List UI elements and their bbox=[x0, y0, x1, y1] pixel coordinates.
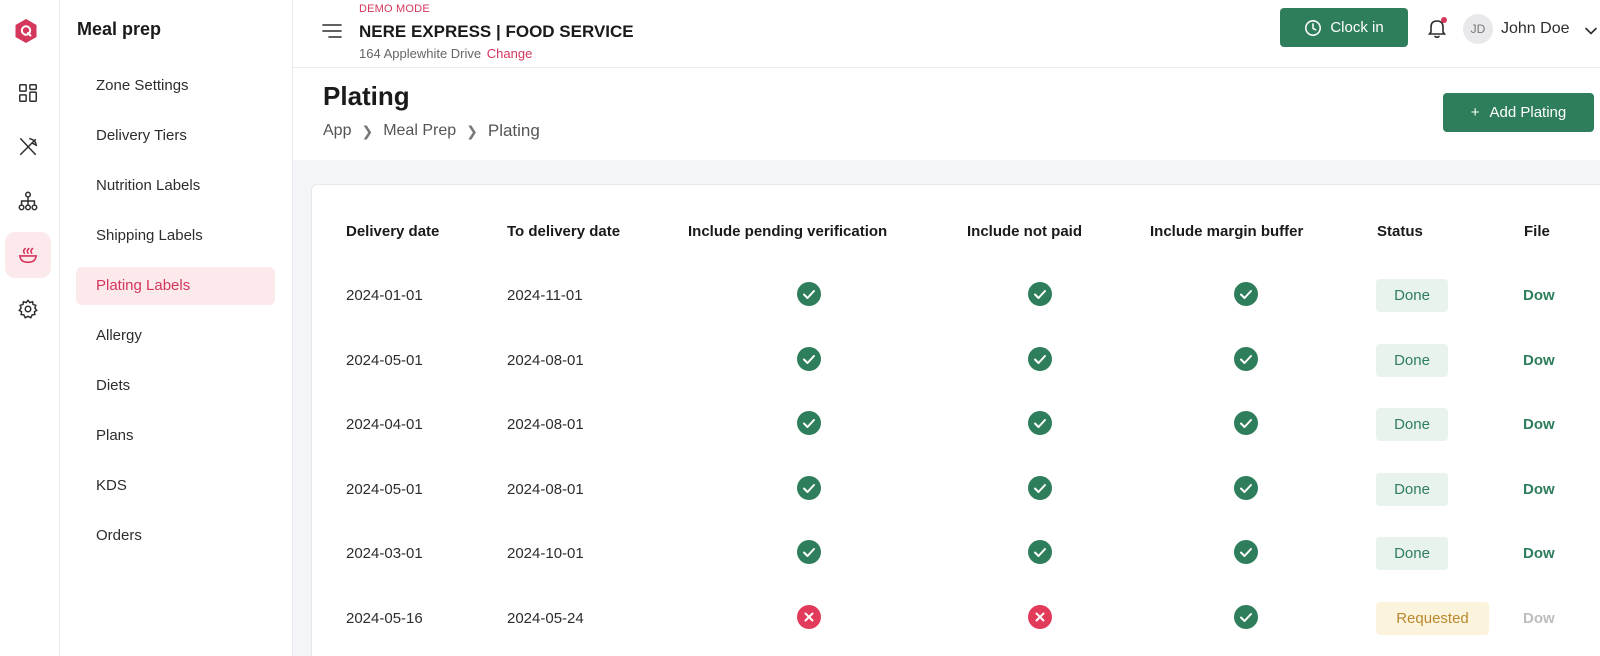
check-circle-icon bbox=[1234, 604, 1258, 629]
meal-bowl-icon[interactable] bbox=[5, 232, 51, 278]
sidebar-item-plating-labels[interactable]: Plating Labels bbox=[76, 267, 275, 305]
breadcrumb-plating: Plating bbox=[487, 121, 540, 140]
to-delivery-date-cell: 2024-10-01 bbox=[507, 545, 584, 562]
to-delivery-date-cell: 2024-05-24 bbox=[507, 609, 584, 627]
sidebar-item-kds[interactable]: KDS bbox=[96, 477, 127, 494]
sidebar-title: Meal prep bbox=[77, 19, 162, 39]
delivery-date-cell: 2024-05-01 bbox=[346, 480, 423, 498]
delivery-date-cell: 2024-01-01 bbox=[346, 287, 423, 304]
check-circle-icon bbox=[1028, 346, 1052, 371]
column-header-delivery-date[interactable]: Delivery date bbox=[346, 223, 440, 240]
check-circle-icon bbox=[1234, 411, 1258, 435]
demo-mode-label: DEMO MODE bbox=[359, 3, 430, 15]
check-circle-icon bbox=[1028, 475, 1052, 500]
column-header-to-delivery-date[interactable]: To delivery date bbox=[507, 223, 621, 240]
to-delivery-date-cell: 2024-08-01 bbox=[507, 416, 584, 433]
sidebar-item-delivery-tiers[interactable]: Delivery Tiers bbox=[96, 127, 187, 144]
top-bar: DEMO MODE NERE EXPRESS | FOOD SERVICE 16… bbox=[293, 0, 1600, 68]
app-logo-icon[interactable] bbox=[14, 18, 38, 44]
column-header-include-margin-buffer[interactable]: Include margin buffer bbox=[1150, 223, 1304, 240]
sidebar-item-orders[interactable]: Orders bbox=[96, 527, 142, 544]
check-circle-icon bbox=[1028, 411, 1052, 435]
menu-icon[interactable] bbox=[321, 22, 343, 40]
clock-in-label: Clock in bbox=[1330, 19, 1384, 36]
status-badge: Done bbox=[1376, 408, 1448, 441]
status-badge: Done bbox=[1376, 537, 1448, 570]
check-circle-icon bbox=[1028, 540, 1052, 564]
check-circle-icon bbox=[797, 346, 821, 371]
to-delivery-date-cell: 2024-11-01 bbox=[507, 287, 583, 304]
delivery-date-cell: 2024-04-01 bbox=[346, 416, 423, 433]
download-link[interactable]: Dow bbox=[1523, 351, 1555, 369]
download-link[interactable]: Dow bbox=[1523, 545, 1555, 562]
x-circle-icon bbox=[797, 604, 821, 629]
avatar[interactable]: JD bbox=[1463, 14, 1493, 44]
delivery-date-cell: 2024-03-01 bbox=[346, 545, 423, 562]
user-name[interactable]: John Doe bbox=[1501, 20, 1570, 37]
status-badge: Done bbox=[1376, 343, 1448, 377]
page-title: Plating bbox=[323, 81, 410, 111]
check-circle-icon bbox=[1234, 475, 1258, 500]
main-content: Plating App ❯ Meal Prep ❯ Plating + Add … bbox=[293, 68, 1600, 656]
add-plating-label: Add Plating bbox=[1489, 104, 1567, 121]
delivery-date-cell: 2024-05-01 bbox=[346, 351, 423, 369]
check-circle-icon bbox=[1234, 346, 1258, 371]
change-location-link[interactable]: Change bbox=[486, 46, 533, 61]
breadcrumb-meal-prep[interactable]: Meal Prep bbox=[383, 122, 457, 139]
sidebar-item-plans[interactable]: Plans bbox=[96, 427, 134, 444]
download-link[interactable]: Dow bbox=[1523, 287, 1555, 304]
column-header-include-pending-verification[interactable]: Include pending verification bbox=[688, 223, 888, 240]
sidebar-item-nutrition-labels[interactable]: Nutrition Labels bbox=[96, 177, 201, 194]
plus-icon: + bbox=[1470, 104, 1480, 121]
dashboard-icon[interactable] bbox=[5, 70, 51, 116]
notification-bell-icon[interactable] bbox=[1425, 16, 1449, 40]
check-circle-icon bbox=[797, 475, 821, 500]
check-circle-icon bbox=[797, 540, 821, 564]
x-circle-icon bbox=[1028, 604, 1052, 629]
check-circle-icon bbox=[1234, 540, 1258, 564]
utensils-icon[interactable] bbox=[5, 124, 51, 170]
business-address: 164 Applewhite Drive Change bbox=[359, 46, 532, 61]
icon-rail bbox=[0, 0, 60, 656]
download-link: Dow bbox=[1523, 609, 1555, 627]
check-circle-icon bbox=[797, 411, 821, 435]
gear-icon[interactable] bbox=[5, 286, 51, 332]
chevron-down-icon[interactable] bbox=[1584, 23, 1598, 35]
chevron-right-icon: ❯ bbox=[466, 122, 478, 139]
check-circle-icon bbox=[1234, 282, 1258, 306]
page-header: Plating App ❯ Meal Prep ❯ Plating + Add … bbox=[293, 68, 1600, 160]
breadcrumb-app[interactable]: App bbox=[323, 122, 352, 139]
status-badge: Done bbox=[1376, 472, 1448, 506]
status-badge: Requested bbox=[1376, 601, 1489, 635]
address-text: 164 Applewhite Drive bbox=[359, 46, 482, 61]
sidebar-item-allergy[interactable]: Allergy bbox=[96, 327, 142, 344]
breadcrumb: App ❯ Meal Prep ❯ Plating bbox=[323, 121, 540, 141]
download-link[interactable]: Dow bbox=[1523, 480, 1555, 498]
check-circle-icon bbox=[797, 282, 821, 306]
sidebar-item-shipping-labels[interactable]: Shipping Labels bbox=[96, 227, 203, 244]
hierarchy-icon[interactable] bbox=[5, 178, 51, 224]
business-name: NERE EXPRESS | FOOD SERVICE bbox=[359, 22, 634, 41]
to-delivery-date-cell: 2024-08-01 bbox=[507, 480, 584, 498]
column-header-status[interactable]: Status bbox=[1377, 223, 1423, 240]
plating-table: Delivery date To delivery date Include p… bbox=[311, 184, 1600, 656]
column-header-file[interactable]: File bbox=[1524, 223, 1550, 240]
to-delivery-date-cell: 2024-08-01 bbox=[507, 351, 584, 369]
download-link[interactable]: Dow bbox=[1523, 416, 1555, 433]
clock-in-button[interactable]: Clock in bbox=[1280, 8, 1408, 47]
check-circle-icon bbox=[1028, 282, 1052, 306]
sidebar-item-diets[interactable]: Diets bbox=[96, 377, 131, 394]
status-badge: Done bbox=[1376, 279, 1448, 312]
column-header-include-not-paid[interactable]: Include not paid bbox=[967, 223, 1082, 240]
delivery-date-cell: 2024-05-16 bbox=[346, 609, 423, 627]
notification-dot bbox=[1441, 17, 1447, 23]
chevron-right-icon: ❯ bbox=[361, 122, 374, 139]
sidebar-item-zone-settings[interactable]: Zone Settings bbox=[96, 77, 189, 94]
sidebar: Meal prep Zone Settings Delivery Tiers N… bbox=[60, 0, 293, 656]
add-plating-button[interactable]: + Add Plating bbox=[1443, 93, 1594, 132]
clock-icon bbox=[1305, 19, 1322, 36]
